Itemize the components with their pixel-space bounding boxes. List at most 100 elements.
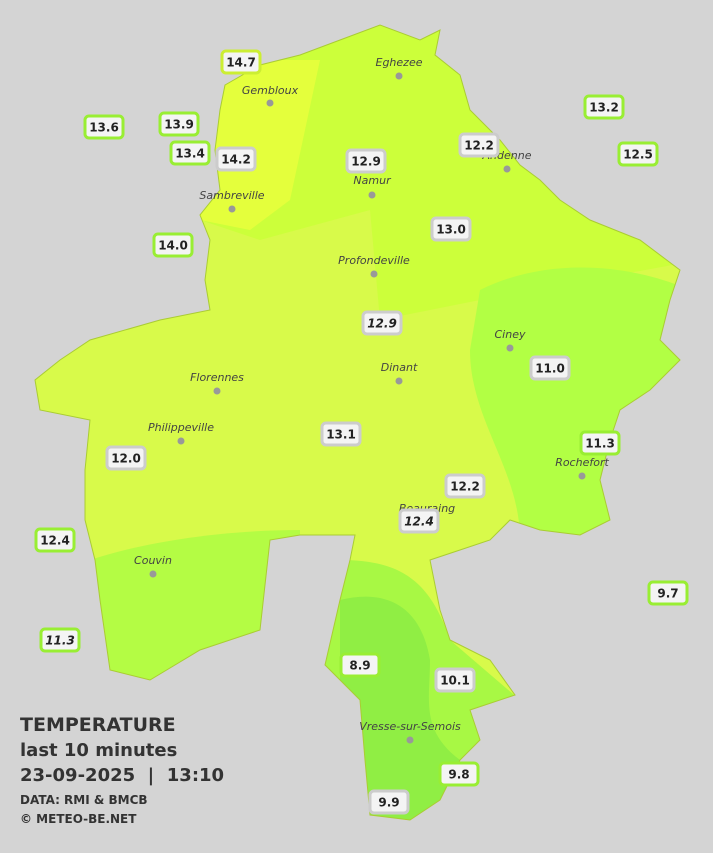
station: 11.0: [529, 355, 571, 381]
station-value: 11.3: [45, 634, 75, 648]
station-value: 12.0: [111, 452, 141, 466]
station-value: 14.0: [158, 239, 188, 253]
station: 14.2: [215, 146, 257, 172]
legend: TEMPERATURE last 10 minutes 23-09-2025 |…: [20, 714, 224, 826]
station-box: [169, 140, 211, 166]
labels: EghezeeGemblouxAndenneNamurSambrevillePr…: [34, 49, 689, 815]
station-value: 12.2: [464, 139, 494, 153]
station-value: 12.9: [351, 155, 381, 169]
station: 13.0: [430, 216, 472, 242]
city-dot: [213, 387, 221, 395]
station-value: 11.3: [585, 437, 615, 451]
city-dot: [266, 99, 274, 107]
station-box: [34, 527, 76, 553]
copyright: © METEO-BE.NET: [20, 812, 137, 826]
station-box: [444, 473, 486, 499]
station-value: 9.7: [657, 587, 678, 601]
station: 13.2: [583, 94, 625, 120]
station-value: 13.9: [164, 118, 194, 132]
station-box: [320, 421, 362, 447]
station-value: 14.7: [226, 56, 256, 70]
station-value: 9.9: [378, 796, 399, 810]
station: 13.9: [158, 111, 200, 137]
city-dot: [149, 570, 157, 578]
title: TEMPERATURE: [20, 714, 176, 736]
city-dot: [177, 437, 185, 445]
station: 12.0: [105, 445, 147, 471]
station: 9.8: [438, 761, 480, 787]
station: 12.5: [617, 141, 659, 167]
station: 13.1: [320, 421, 362, 447]
city-label: Florennes: [190, 371, 244, 384]
station: 12.2: [444, 473, 486, 499]
station-box: [368, 789, 410, 815]
station-value: 13.4: [175, 147, 205, 161]
city-dot: [506, 344, 514, 352]
subtitle: last 10 minutes: [20, 740, 177, 761]
city-label: Eghezee: [376, 56, 423, 69]
city-dot: [503, 165, 511, 173]
city-label: Ciney: [495, 328, 526, 341]
station-box: [361, 310, 403, 336]
station-value: 14.2: [221, 153, 251, 167]
station: 14.0: [152, 232, 194, 258]
city-dot: [578, 472, 586, 480]
station-box: [339, 652, 381, 678]
city-dot: [370, 270, 378, 278]
station-box: [579, 430, 621, 456]
city-label: Sambreville: [199, 189, 264, 202]
station-box: [529, 355, 571, 381]
station-box: [105, 445, 147, 471]
station-value: 12.2: [450, 480, 480, 494]
city-dot: [228, 205, 236, 213]
station: 9.9: [368, 789, 410, 815]
station-box: [458, 132, 500, 158]
station: 9.7: [647, 580, 689, 606]
city-dot: [395, 72, 403, 80]
city-label: Namur: [353, 174, 392, 187]
station-box: [158, 111, 200, 137]
station-value: 13.1: [326, 428, 356, 442]
station: 12.9: [361, 310, 403, 336]
station: 14.7: [220, 49, 262, 75]
station-value: 12.4: [404, 515, 434, 529]
station: 13.4: [169, 140, 211, 166]
station-box: [647, 580, 689, 606]
station-value: 8.9: [349, 659, 370, 673]
station: 12.9: [345, 148, 387, 174]
city-label: Profondeville: [338, 254, 410, 267]
city-label: Rochefort: [555, 456, 609, 469]
station-box: [583, 94, 625, 120]
city-label: Philippeville: [148, 421, 214, 434]
station-value: 13.6: [89, 121, 119, 135]
city-label: Vresse-sur-Semois: [359, 720, 461, 733]
station-box: [39, 627, 81, 653]
station-value: 13.2: [589, 101, 619, 115]
station: 8.9: [339, 652, 381, 678]
station-value: 11.0: [535, 362, 565, 376]
station-box: [617, 141, 659, 167]
station: 12.4: [34, 527, 76, 553]
station: 12.2: [458, 132, 500, 158]
station-value: 10.1: [440, 674, 470, 688]
station-value: 12.9: [367, 317, 397, 331]
station-value: 12.5: [623, 148, 653, 162]
station-box: [215, 146, 257, 172]
station: 12.4: [398, 508, 440, 534]
station-value: 12.4: [40, 534, 70, 548]
city-dot: [406, 736, 414, 744]
station-box: [220, 49, 262, 75]
station: 13.6: [83, 114, 125, 140]
city-dot: [395, 377, 403, 385]
city-label: Couvin: [134, 554, 172, 567]
datetime: 23-09-2025 | 13:10: [20, 765, 224, 786]
station: 11.3: [579, 430, 621, 456]
city-label: Gembloux: [242, 84, 299, 97]
station: 11.3: [39, 627, 81, 653]
station-box: [434, 667, 476, 693]
city-dot: [368, 191, 376, 199]
source: DATA: RMI & BMCB: [20, 793, 148, 807]
station: 10.1: [434, 667, 476, 693]
station-box: [438, 761, 480, 787]
